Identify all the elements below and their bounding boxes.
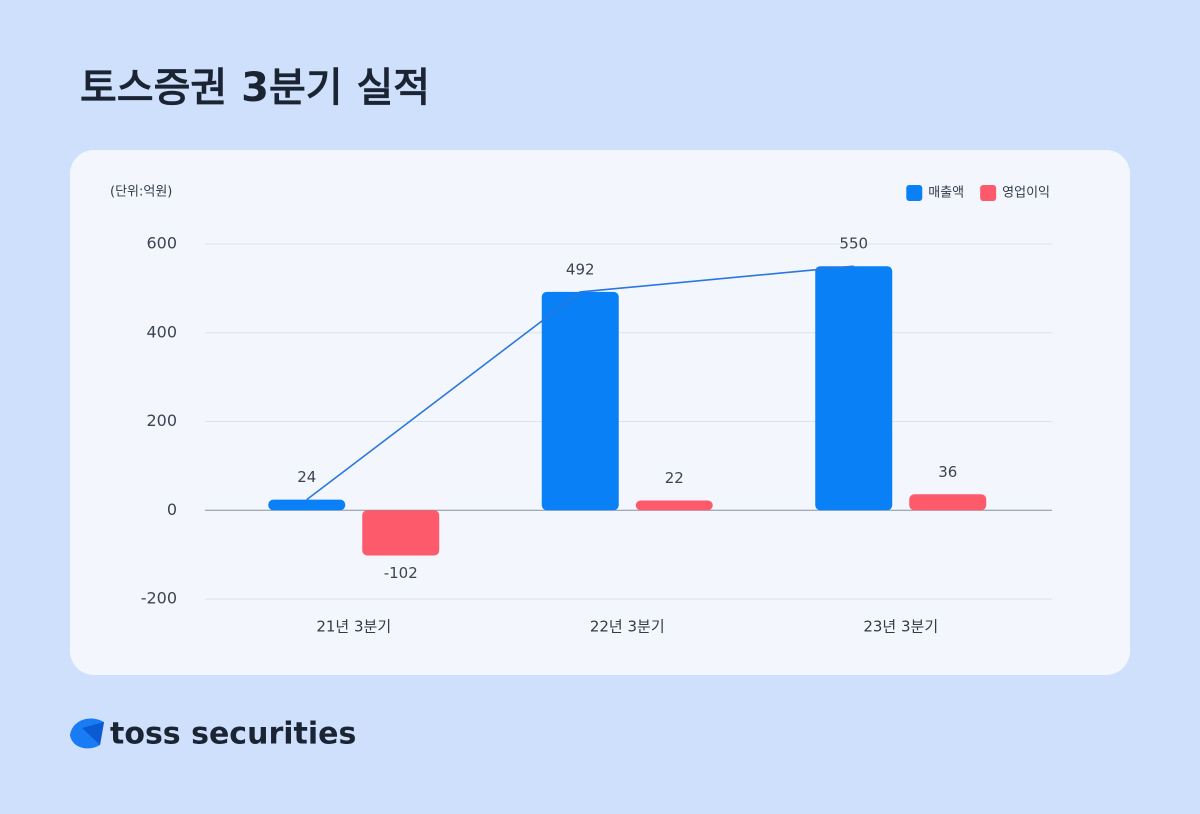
bar xyxy=(909,494,987,511)
bar xyxy=(815,266,893,511)
legend-label: 영업이익 xyxy=(1002,186,1050,201)
bar xyxy=(635,500,713,511)
logo: toss securities xyxy=(70,717,356,752)
x-tick-label: 22년 3분기 xyxy=(590,618,665,636)
value-label: -102 xyxy=(384,564,418,582)
y-tick-label: -200 xyxy=(141,589,177,608)
brand: toss securities xyxy=(110,717,356,752)
x-tick-label: 23년 3분기 xyxy=(863,618,938,636)
unit-label: (단위:억원) xyxy=(110,185,172,200)
bar xyxy=(541,291,619,511)
x-tick-label: 21년 3분기 xyxy=(316,618,391,636)
y-tick-label: 200 xyxy=(146,411,177,430)
bar xyxy=(268,499,346,511)
value-label: 36 xyxy=(938,463,957,481)
legend-swatch xyxy=(980,185,997,201)
bar xyxy=(362,510,440,556)
y-tick-label: 400 xyxy=(146,322,177,341)
value-label: 550 xyxy=(839,235,868,253)
logo-icon-shade xyxy=(82,722,104,745)
value-label: 492 xyxy=(566,260,595,278)
legend-label: 매출액 xyxy=(928,186,964,201)
legend-swatch xyxy=(906,185,923,201)
trend-line xyxy=(306,265,854,501)
y-tick-label: 600 xyxy=(146,234,177,253)
value-label: 22 xyxy=(665,469,684,487)
y-tick-label: 0 xyxy=(167,500,177,519)
chart-title: 토스증권 3분기 실적 xyxy=(80,65,430,111)
value-label: 24 xyxy=(297,468,316,486)
